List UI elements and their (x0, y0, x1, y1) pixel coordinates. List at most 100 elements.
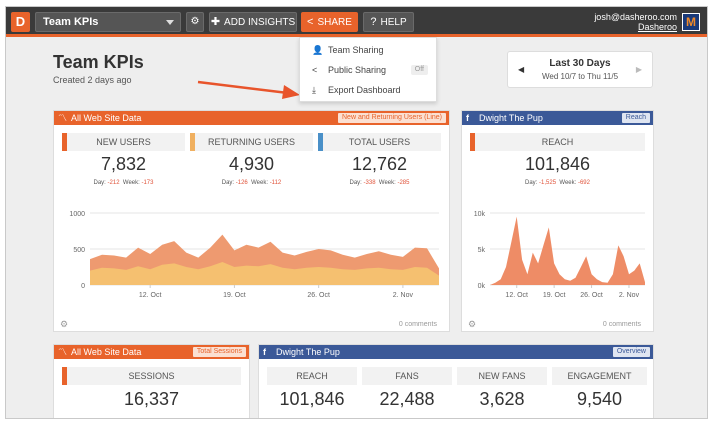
export-icon: ⤓ (312, 85, 316, 95)
share-label: SHARE (317, 17, 352, 28)
metric-color-bar (62, 367, 67, 385)
metric-label: REACH (296, 371, 328, 381)
account-link[interactable]: Dasheroo (637, 22, 677, 32)
menu-item-label: Team Sharing (328, 45, 384, 55)
y-tick-label: 5k (478, 247, 486, 254)
menu-item-public-sharing[interactable]: < Public Sharing Off (300, 60, 436, 80)
metric-header-total-users: TOTAL USERS (318, 133, 441, 151)
series-area-0 (490, 216, 645, 285)
user-info: josh@dasheroo.com Dasheroo (594, 12, 677, 32)
metric-color-bar (190, 133, 195, 151)
page-title: Team KPIs (53, 52, 144, 72)
next-period-icon[interactable]: ▶ (635, 65, 642, 74)
metric-label: SESSIONS (128, 371, 175, 381)
comments-count[interactable]: 0 comments (602, 321, 641, 328)
panel-tag[interactable]: Reach (621, 113, 650, 123)
panel-header: 〽 All Web Site Data Total Sessions (54, 345, 249, 359)
gear-icon[interactable]: ⚙ (468, 319, 477, 329)
panel-tag[interactable]: Total Sessions (192, 347, 246, 357)
help-button[interactable]: ? HELP (363, 12, 414, 32)
panel-tag[interactable]: Overview (612, 347, 650, 357)
metric-header-fans: FANS (362, 367, 452, 385)
question-icon: ? (370, 16, 377, 28)
metric-label: RETURNING USERS (207, 137, 295, 147)
metric-value: 4,930 (228, 154, 275, 174)
gear-icon[interactable]: ⚙ (60, 319, 69, 329)
arrow-head (282, 85, 300, 99)
share-icon: < (312, 65, 318, 75)
settings-button[interactable]: ⚙ (186, 12, 204, 32)
x-tick-label: 2. Nov (393, 292, 414, 299)
x-tick-label: 12. Oct (505, 292, 528, 299)
comments-count[interactable]: 0 comments (398, 321, 437, 328)
metric-header-reach: REACH (470, 133, 645, 151)
metric-value: 9,540 (576, 389, 623, 409)
metric-header-returning-users: RETURNING USERS (190, 133, 313, 151)
panel-title: Dwight The Pup (479, 113, 543, 123)
x-tick-label: 19. Oct (223, 292, 246, 299)
menu-item-export-dashboard[interactable]: ⤓ Export Dashboard (300, 80, 436, 100)
analytics-icon: 〽 (58, 113, 68, 123)
metric-label: NEW FANS (478, 371, 526, 381)
metric-label: NEW USERS (96, 137, 151, 147)
panel-header: f Dwight The Pup Overview (259, 345, 653, 359)
share-icon: < (307, 16, 314, 28)
prev-period-icon[interactable]: ◀ (518, 65, 525, 74)
panel-title: All Web Site Data (71, 347, 142, 357)
metric-value: 7,832 (100, 154, 147, 174)
users-area-chart: 1000 500 0 12. Oct 19. Oct 26. Oct 2. Nov (69, 211, 439, 299)
panel-tag[interactable]: New and Returning Users (Line) (338, 113, 446, 123)
metric-header-reach: REACH (267, 367, 357, 385)
menu-item-team-sharing[interactable]: 👤 Team Sharing (300, 40, 436, 60)
panel-sessions: 〽 All Web Site Data Total Sessions SESSI… (53, 344, 250, 418)
x-tick-label: 26. Oct (580, 292, 603, 299)
gear-icon: ⚙ (190, 16, 200, 27)
metric-label: TOTAL USERS (348, 137, 411, 147)
facebook-icon: f (466, 113, 469, 123)
annotation-arrow (197, 80, 300, 99)
metric-header-new-users: NEW USERS (62, 133, 185, 151)
facebook-icon: f (263, 347, 266, 357)
metric-label: FANS (395, 371, 419, 381)
chevron-down-icon (166, 20, 174, 25)
metric-value: 101,846 (279, 389, 345, 409)
panel-title: All Web Site Data (71, 113, 142, 123)
avatar[interactable]: M (682, 13, 700, 31)
panel-web-users: 〽 All Web Site Data New and Returning Us… (53, 110, 450, 332)
metric-value: 12,762 (351, 154, 408, 174)
panel-title: Dwight The Pup (276, 347, 340, 357)
y-tick-label: 10k (474, 211, 486, 218)
add-insights-label: ADD INSIGHTS (224, 17, 296, 28)
dashboard-select-label: Team KPIs (43, 16, 99, 28)
y-tick-label: 0k (478, 283, 486, 290)
metric-header-sessions: SESSIONS (62, 367, 241, 385)
user-email: josh@dasheroo.com (594, 12, 677, 22)
x-tick-label: 26. Oct (307, 292, 330, 299)
date-range-picker[interactable]: ◀ Last 30 Days Wed 10/7 to Thu 11/5 ▶ (507, 51, 653, 88)
metric-value: 22,488 (379, 389, 435, 409)
team-icon: 👤 (312, 45, 324, 55)
status-badge: Off (410, 65, 428, 75)
dashboard-select[interactable]: Team KPIs (35, 12, 181, 32)
metric-value: 101,846 (524, 154, 591, 174)
series-area-1 (90, 262, 439, 285)
metric-value: 3,628 (479, 389, 525, 409)
y-tick-label: 0 (81, 283, 85, 290)
y-tick-label: 1000 (69, 211, 85, 218)
help-label: HELP (380, 17, 407, 28)
metric-label: REACH (541, 137, 574, 147)
plus-icon: ✚ (210, 16, 221, 28)
menu-item-label: Public Sharing (328, 65, 387, 75)
metric-value: 16,337 (123, 389, 180, 409)
page-subtitle: Created 2 days ago (53, 75, 132, 85)
x-tick-label: 12. Oct (139, 292, 162, 299)
panel-fb-overview: f Dwight The Pup Overview REACH FANS NEW… (258, 344, 654, 418)
panel-header: f Dwight The Pup Reach (462, 111, 653, 125)
analytics-icon: 〽 (58, 347, 68, 357)
app-window: D Team KPIs ⚙ ✚ ADD INSIGHTS < SHARE ? HELP… (5, 6, 708, 419)
x-tick-label: 19. Oct (543, 292, 566, 299)
add-insights-button[interactable]: ✚ ADD INSIGHTS (209, 12, 297, 32)
share-button[interactable]: < SHARE (301, 12, 358, 32)
date-range-title: Last 30 Days (549, 58, 611, 69)
logo[interactable]: D (11, 12, 30, 32)
